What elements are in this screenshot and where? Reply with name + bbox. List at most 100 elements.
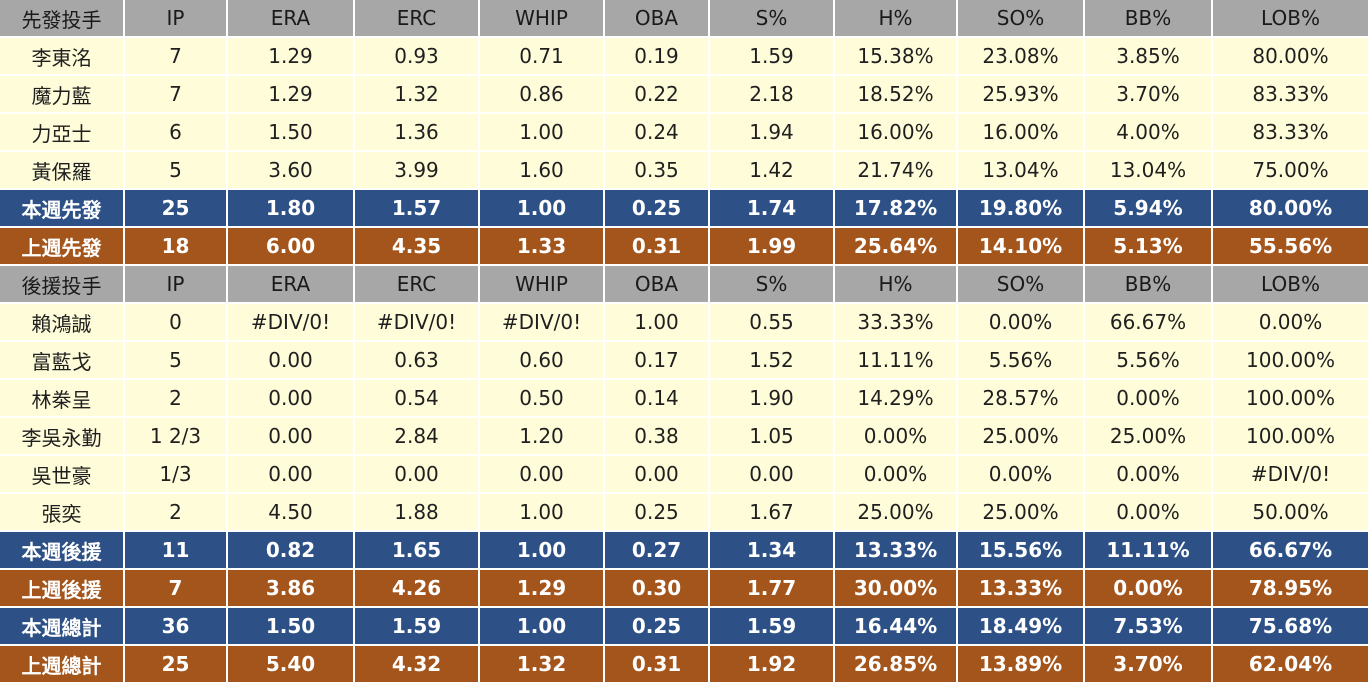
stat-cell: 0.00 xyxy=(228,380,355,418)
stat-cell: 3.70% xyxy=(1085,76,1213,114)
row-label: 李吳永勤 xyxy=(0,418,125,456)
stat-cell: 75.00% xyxy=(1213,152,1368,190)
stat-cell: 1.50 xyxy=(228,114,355,152)
pitcher-row: 富藍戈 5 0.00 0.63 0.60 0.17 1.52 11.11% 5.56% 5.56%… xyxy=(0,342,1368,380)
stat-cell: 0.00 xyxy=(605,456,710,494)
stat-cell: 0.00 xyxy=(480,456,605,494)
stat-cell: 3.60 xyxy=(228,152,355,190)
pitcher-row: 李東洺 7 1.29 0.93 0.71 0.19 1.59 15.38% 23.08% 3.85… xyxy=(0,38,1368,76)
stat-cell: #DIV/0! xyxy=(228,304,355,342)
column-header: S% xyxy=(710,266,835,304)
stat-cell: 78.95% xyxy=(1213,570,1368,608)
stat-cell: 0.27 xyxy=(605,532,710,570)
stat-cell: 25.00% xyxy=(958,418,1085,456)
column-header: LOB% xyxy=(1213,0,1368,38)
stat-cell: 5.56% xyxy=(958,342,1085,380)
column-header: WHIP xyxy=(480,266,605,304)
stat-cell: 1.29 xyxy=(228,76,355,114)
stat-cell: 25.00% xyxy=(835,494,958,532)
column-header: H% xyxy=(835,266,958,304)
stat-cell: 18 xyxy=(125,228,228,266)
row-label: 力亞士 xyxy=(0,114,125,152)
stat-cell: 23.08% xyxy=(958,38,1085,76)
summary-row: 本週先發 25 1.80 1.57 1.00 0.25 1.74 17.82% 19.80% 5.… xyxy=(0,190,1368,228)
stat-cell: 4.26 xyxy=(355,570,480,608)
stat-cell: 1.59 xyxy=(710,38,835,76)
stat-cell: 0.14 xyxy=(605,380,710,418)
stat-cell: 14.29% xyxy=(835,380,958,418)
stat-cell: 7 xyxy=(125,38,228,76)
row-label: 本週總計 xyxy=(0,608,125,646)
stat-cell: 1.94 xyxy=(710,114,835,152)
stat-cell: 0.31 xyxy=(605,646,710,684)
stat-cell: 1.05 xyxy=(710,418,835,456)
stat-cell: 25.00% xyxy=(958,494,1085,532)
stat-cell: #DIV/0! xyxy=(1213,456,1368,494)
stat-cell: 1.80 xyxy=(228,190,355,228)
stat-cell: 7 xyxy=(125,76,228,114)
stat-cell: 3.85% xyxy=(1085,38,1213,76)
stat-cell: 36 xyxy=(125,608,228,646)
stat-cell: 5 xyxy=(125,152,228,190)
stat-cell: 0.22 xyxy=(605,76,710,114)
stat-cell: 19.80% xyxy=(958,190,1085,228)
pitcher-row: 魔力藍 7 1.29 1.32 0.86 0.22 2.18 18.52% 25.93% 3.70… xyxy=(0,76,1368,114)
stat-cell: 1.60 xyxy=(480,152,605,190)
stat-cell: 2 xyxy=(125,494,228,532)
row-label: 魔力藍 xyxy=(0,76,125,114)
stat-cell: 0.19 xyxy=(605,38,710,76)
stat-cell: 100.00% xyxy=(1213,342,1368,380)
stat-cell: 2 xyxy=(125,380,228,418)
stat-cell: 1.32 xyxy=(480,646,605,684)
stat-cell: 26.85% xyxy=(835,646,958,684)
stat-cell: 0.25 xyxy=(605,190,710,228)
stat-cell: 21.74% xyxy=(835,152,958,190)
column-header: ERA xyxy=(228,266,355,304)
stat-cell: 1.00 xyxy=(480,190,605,228)
pitcher-row: 吳世豪 1/3 0.00 0.00 0.00 0.00 0.00 0.00% 0.00% 0.00… xyxy=(0,456,1368,494)
stat-cell: 6 xyxy=(125,114,228,152)
stat-cell: 3.99 xyxy=(355,152,480,190)
stat-cell: 80.00% xyxy=(1213,190,1368,228)
stat-cell: 1.42 xyxy=(710,152,835,190)
stat-cell: 83.33% xyxy=(1213,76,1368,114)
stat-cell: 0.00 xyxy=(355,456,480,494)
stat-cell: 0.86 xyxy=(480,76,605,114)
stat-cell: 13.89% xyxy=(958,646,1085,684)
stat-cell: 16.44% xyxy=(835,608,958,646)
stat-cell: 17.82% xyxy=(835,190,958,228)
row-label: 吳世豪 xyxy=(0,456,125,494)
stat-cell: 1.74 xyxy=(710,190,835,228)
stat-cell: 0.35 xyxy=(605,152,710,190)
stat-cell: 1.32 xyxy=(355,76,480,114)
stat-cell: 0.31 xyxy=(605,228,710,266)
section-header-row: 後援投手 IP ERA ERC WHIP OBA S% H% SO% BB% LOB% xyxy=(0,266,1368,304)
row-label: 本週後援 xyxy=(0,532,125,570)
stat-cell: 25.64% xyxy=(835,228,958,266)
stat-cell: #DIV/0! xyxy=(355,304,480,342)
section-header-label: 後援投手 xyxy=(0,266,125,304)
stat-cell: 28.57% xyxy=(958,380,1085,418)
stat-cell: 0.00 xyxy=(228,456,355,494)
row-label: 本週先發 xyxy=(0,190,125,228)
summary-row: 上週後援 7 3.86 4.26 1.29 0.30 1.77 30.00% 13.33% 0.0… xyxy=(0,570,1368,608)
stat-cell: 1.00 xyxy=(605,304,710,342)
row-label: 上週先發 xyxy=(0,228,125,266)
stat-cell: 0.55 xyxy=(710,304,835,342)
stat-cell: 0.00 xyxy=(710,456,835,494)
stat-cell: 7 xyxy=(125,570,228,608)
row-label: 黃保羅 xyxy=(0,152,125,190)
column-header: WHIP xyxy=(480,0,605,38)
stat-cell: 1.92 xyxy=(710,646,835,684)
stat-cell: 0.93 xyxy=(355,38,480,76)
stat-cell: 0.00% xyxy=(1213,304,1368,342)
stat-cell: 5.13% xyxy=(1085,228,1213,266)
stat-cell: 1.00 xyxy=(480,532,605,570)
stat-cell: 4.50 xyxy=(228,494,355,532)
stat-cell: 4.35 xyxy=(355,228,480,266)
column-header: OBA xyxy=(605,266,710,304)
column-header: BB% xyxy=(1085,0,1213,38)
stat-cell: 13.04% xyxy=(958,152,1085,190)
